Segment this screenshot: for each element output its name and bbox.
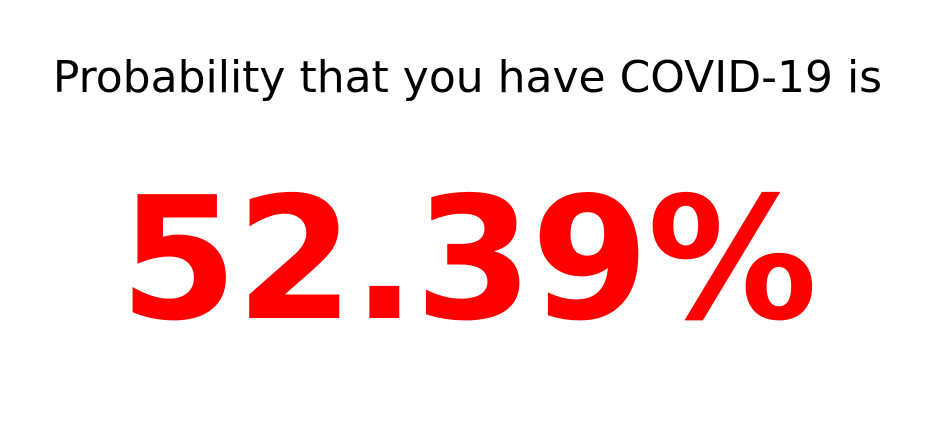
probability-value: 52.39% [119, 161, 817, 359]
probability-heading: Probability that you have COVID-19 is [52, 52, 883, 103]
